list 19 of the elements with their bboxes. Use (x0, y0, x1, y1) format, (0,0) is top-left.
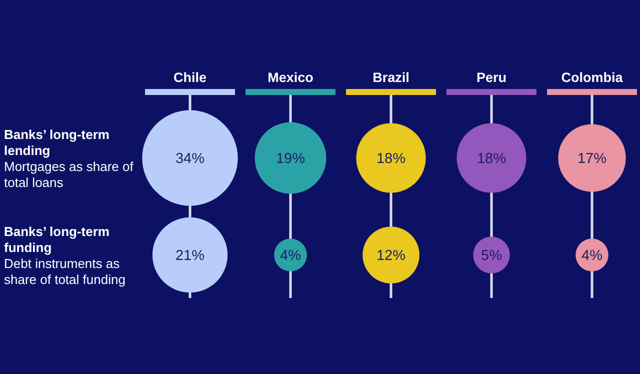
text: Banks’ long-term lending (4, 127, 110, 158)
text: Debt instruments as share of total funding (4, 256, 126, 287)
data-label: 18% (376, 151, 406, 167)
data-label: 12% (376, 248, 406, 264)
data-label: 5% (481, 248, 502, 264)
data-label: 17% (577, 151, 607, 167)
data-label: 4% (582, 248, 603, 264)
category-label: Brazil (372, 70, 410, 85)
category-label: Colombia (561, 70, 624, 85)
data-label: 34% (175, 151, 205, 167)
data-label: 4% (280, 248, 302, 264)
text: Mortgages as share of total loans (4, 159, 134, 190)
data-label: 19% (276, 151, 306, 167)
text: Banks’ long-term funding (4, 224, 110, 255)
category-label: Mexico (268, 70, 314, 85)
category-label: Chile (173, 70, 207, 85)
data-label: 18% (476, 151, 506, 167)
data-label: 21% (175, 248, 205, 264)
category-label: Peru (476, 70, 507, 85)
